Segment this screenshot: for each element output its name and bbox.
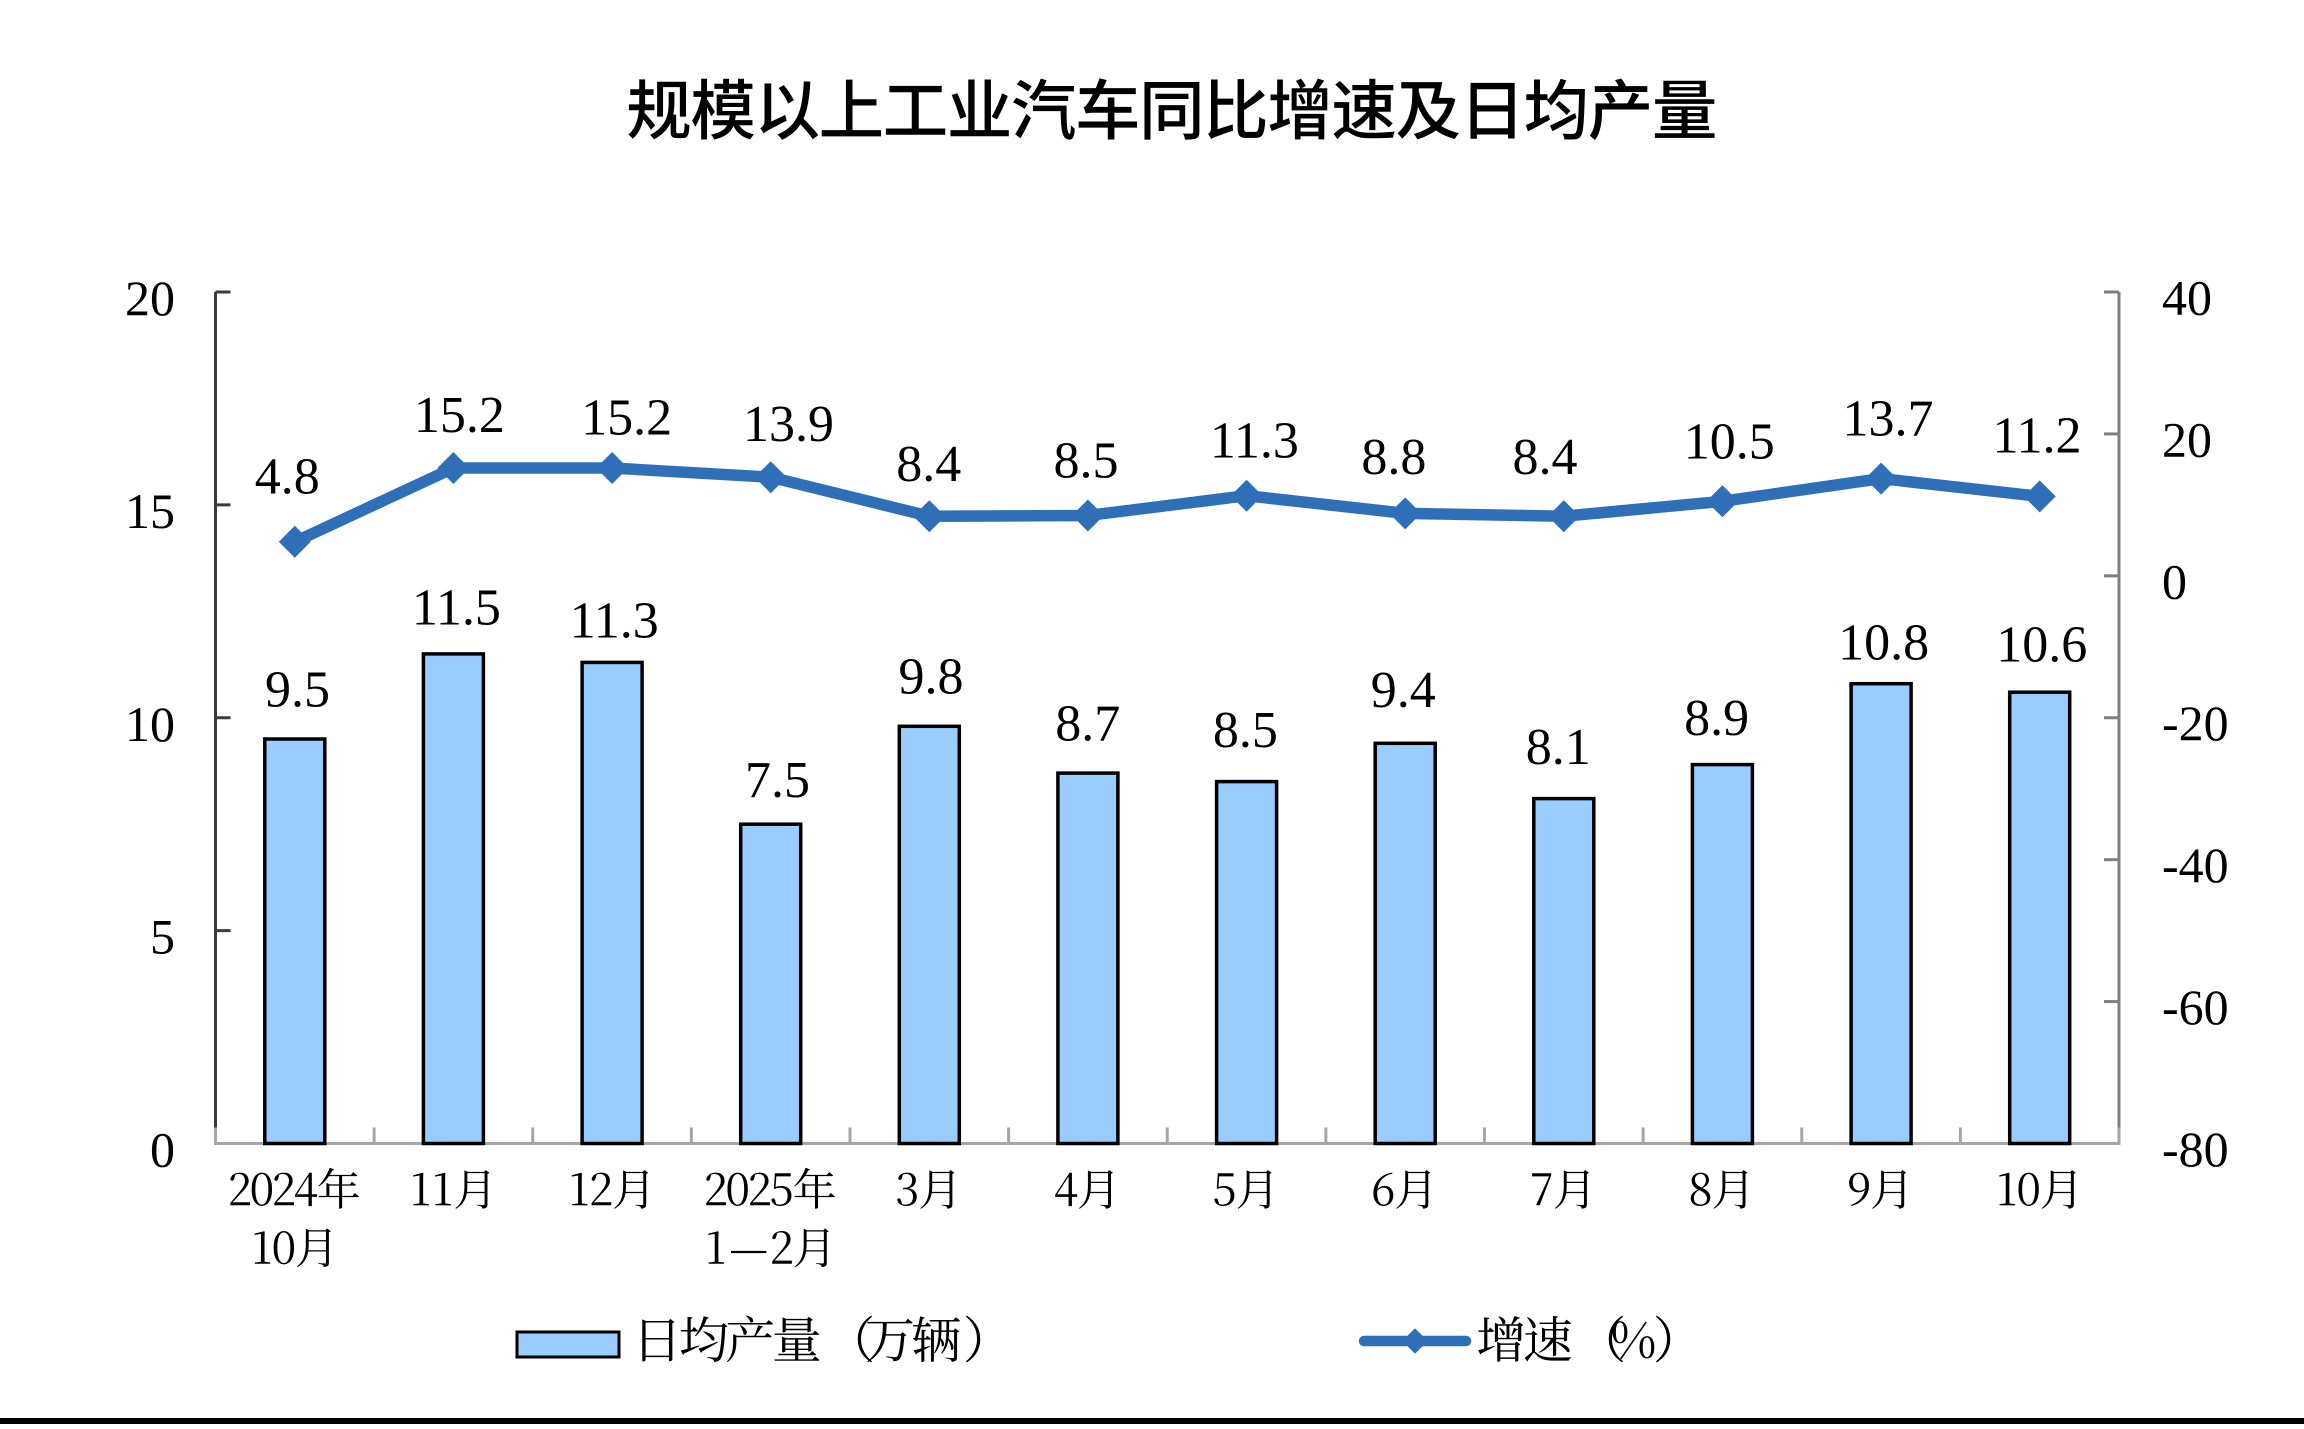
svg-text:11.3: 11.3: [1210, 412, 1299, 469]
svg-text:-20: -20: [2162, 695, 2229, 751]
svg-text:9.4: 9.4: [1371, 662, 1436, 719]
svg-text:11.5: 11.5: [412, 579, 501, 636]
svg-text:10.5: 10.5: [1684, 413, 1775, 470]
svg-text:8.5: 8.5: [1054, 432, 1119, 489]
svg-text:15.2: 15.2: [414, 387, 505, 444]
svg-text:-60: -60: [2162, 979, 2229, 1035]
svg-text:9.5: 9.5: [265, 662, 330, 719]
svg-text:7.5: 7.5: [745, 752, 810, 809]
svg-text:8.1: 8.1: [1526, 719, 1591, 776]
svg-text:5: 5: [150, 909, 175, 965]
svg-text:0: 0: [150, 1122, 175, 1178]
svg-text:11.3: 11.3: [570, 593, 659, 650]
svg-text:9.8: 9.8: [899, 649, 964, 706]
svg-text:0: 0: [2162, 553, 2187, 609]
svg-text:8.4: 8.4: [1513, 429, 1578, 486]
svg-text:15: 15: [125, 483, 175, 539]
svg-text:10: 10: [125, 696, 175, 752]
svg-text:11.2: 11.2: [1992, 407, 2081, 464]
svg-text:4.8: 4.8: [255, 449, 320, 506]
svg-text:10.8: 10.8: [1838, 615, 1929, 672]
svg-text:15.2: 15.2: [581, 390, 672, 447]
svg-text:20: 20: [125, 270, 175, 326]
svg-text:-80: -80: [2162, 1121, 2229, 1177]
svg-text:20: 20: [2162, 411, 2212, 467]
svg-text:13.7: 13.7: [1843, 391, 1934, 448]
svg-text:8.4: 8.4: [896, 436, 961, 493]
svg-text:8.8: 8.8: [1361, 429, 1426, 486]
svg-text:10.6: 10.6: [1996, 617, 2087, 674]
svg-text:-40: -40: [2162, 837, 2229, 893]
svg-text:13.9: 13.9: [743, 396, 834, 453]
svg-text:8.9: 8.9: [1684, 690, 1749, 747]
svg-text:8.5: 8.5: [1213, 702, 1278, 759]
svg-text:8.7: 8.7: [1055, 696, 1120, 753]
svg-text:40: 40: [2162, 270, 2212, 326]
